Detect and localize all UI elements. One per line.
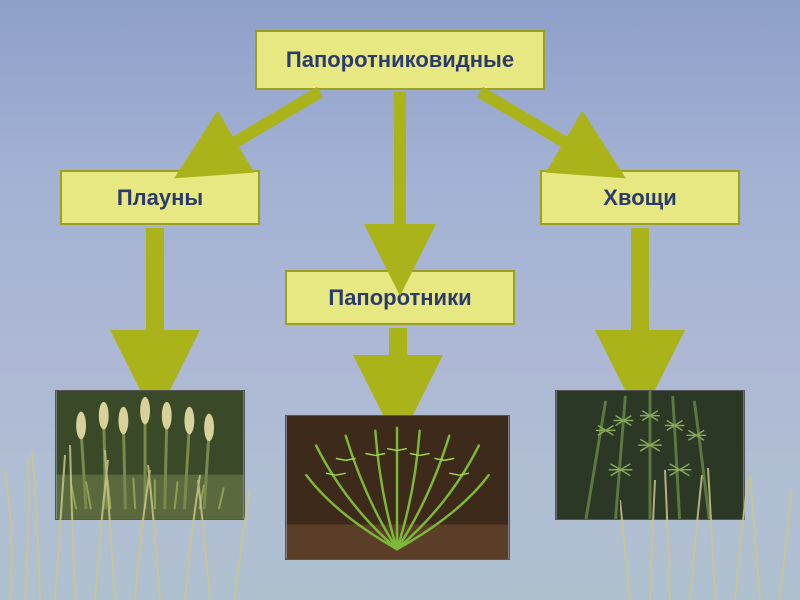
- child-label: Плауны: [117, 185, 203, 211]
- image-clubmoss: [55, 390, 245, 520]
- child-box-papor: Папоротники: [285, 270, 515, 325]
- child-box-plaun: Плауны: [60, 170, 260, 225]
- root-label: Папоротниковидные: [286, 47, 514, 73]
- child-label: Хвощи: [603, 185, 676, 211]
- image-fern: [285, 415, 510, 560]
- root-box: Папоротниковидные: [255, 30, 545, 90]
- image-horsetail: [555, 390, 745, 520]
- child-box-hvosh: Хвощи: [540, 170, 740, 225]
- child-label: Папоротники: [328, 285, 471, 311]
